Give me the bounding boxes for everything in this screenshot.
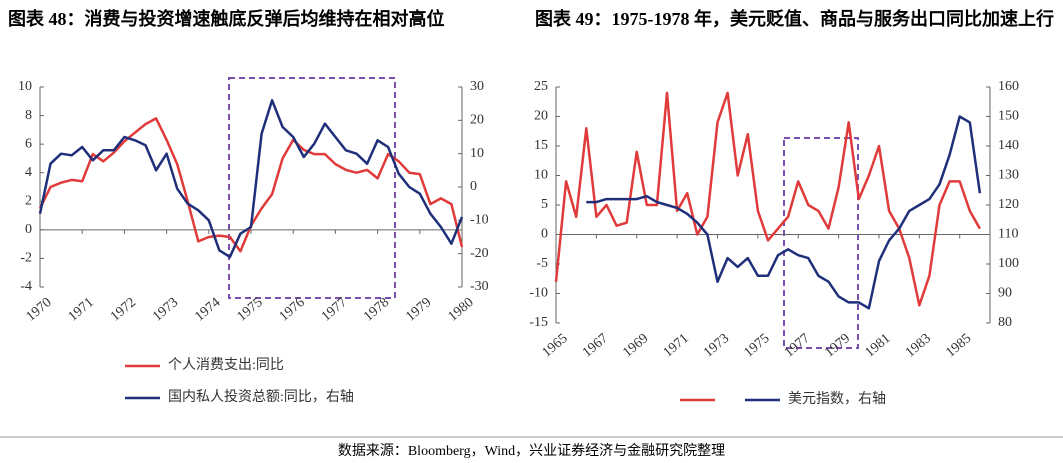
y2-tick-label: -10 xyxy=(470,213,489,228)
chart-title: 图表 49：1975-1978 年，美元贬值、商品与服务出口同比加速上行 xyxy=(535,9,1054,29)
series-line xyxy=(38,99,464,259)
x-tick-label: 1971 xyxy=(661,331,692,360)
y2-tick-label: 110 xyxy=(998,227,1018,242)
y2-tick-label: 10 xyxy=(470,146,484,161)
y-tick-label: 2 xyxy=(25,194,32,209)
y2-tick-label: 80 xyxy=(998,315,1012,330)
y2-tick-label: 100 xyxy=(998,256,1019,271)
x-tick-label: 1981 xyxy=(863,331,894,360)
y-tick-label: -5 xyxy=(536,256,548,271)
x-tick-label: 1979 xyxy=(403,295,434,324)
y-tick-label: 25 xyxy=(534,79,548,94)
x-tick-label: 1973 xyxy=(701,331,732,360)
x-tick-label: 1979 xyxy=(822,331,853,360)
y-tick-label: 10 xyxy=(18,79,32,94)
y-tick-label: 8 xyxy=(25,108,32,123)
y-tick-label: -10 xyxy=(529,286,548,301)
y2-tick-label: -30 xyxy=(470,279,489,294)
y-tick-label: -15 xyxy=(529,315,548,330)
y-tick-label: 15 xyxy=(534,138,548,153)
series-line xyxy=(554,91,981,307)
x-tick-label: 1980 xyxy=(446,295,477,324)
y2-tick-label: 130 xyxy=(998,168,1019,183)
x-tick-label: 1975 xyxy=(235,295,266,324)
x-tick-label: 1970 xyxy=(24,295,55,324)
x-tick-label: 1965 xyxy=(540,331,571,360)
y-tick-label: -4 xyxy=(20,279,32,294)
y-tick-label: 10 xyxy=(534,168,548,183)
highlight-box xyxy=(228,77,396,299)
x-tick-label: 1977 xyxy=(782,331,813,360)
y2-tick-label: 90 xyxy=(998,286,1012,301)
x-tick-label: 1972 xyxy=(108,295,139,324)
highlight-box xyxy=(783,137,859,349)
x-tick-label: 1971 xyxy=(66,295,97,324)
x-tick-label: 1969 xyxy=(620,331,651,360)
y2-tick-label: -20 xyxy=(470,246,489,261)
x-tick-label: 1974 xyxy=(192,295,223,324)
y2-tick-label: 140 xyxy=(998,138,1019,153)
y-tick-label: 0 xyxy=(541,227,548,242)
y2-tick-label: 0 xyxy=(470,179,477,194)
legend-label: 个人消费支出:同比 xyxy=(168,357,284,373)
y2-tick-label: 160 xyxy=(998,79,1019,94)
y-tick-label: 5 xyxy=(541,197,548,212)
x-tick-label: 1983 xyxy=(903,331,934,360)
x-tick-label: 1975 xyxy=(741,331,772,360)
y2-tick-label: 120 xyxy=(998,197,1019,212)
y-tick-label: -2 xyxy=(20,251,32,266)
y-tick-label: 4 xyxy=(25,165,32,180)
x-tick-label: 1978 xyxy=(361,295,392,324)
y-tick-label: 6 xyxy=(25,136,32,151)
legend-label: 美元指数，右轴 xyxy=(788,391,886,407)
x-tick-label: 1973 xyxy=(150,295,181,324)
series-line xyxy=(586,115,982,310)
y-tick-label: 0 xyxy=(25,222,32,237)
chart-title: 图表 48：消费与投资增速触底反弹后均维持在相对高位 xyxy=(8,9,445,29)
x-tick-label: 1985 xyxy=(943,331,974,360)
legend-label: 国内私人投资总额:同比，右轴 xyxy=(168,389,354,405)
y2-tick-label: 150 xyxy=(998,109,1019,124)
source: 数据来源：Bloomberg，Wind，兴业证券经济与金融研究院整理 xyxy=(337,444,726,459)
y-tick-label: 20 xyxy=(534,109,548,124)
y2-tick-label: 30 xyxy=(470,79,484,94)
x-tick-label: 1977 xyxy=(319,295,350,324)
y2-tick-label: 20 xyxy=(470,113,484,128)
x-tick-label: 1967 xyxy=(580,331,611,360)
x-tick-label: 1976 xyxy=(277,295,308,324)
